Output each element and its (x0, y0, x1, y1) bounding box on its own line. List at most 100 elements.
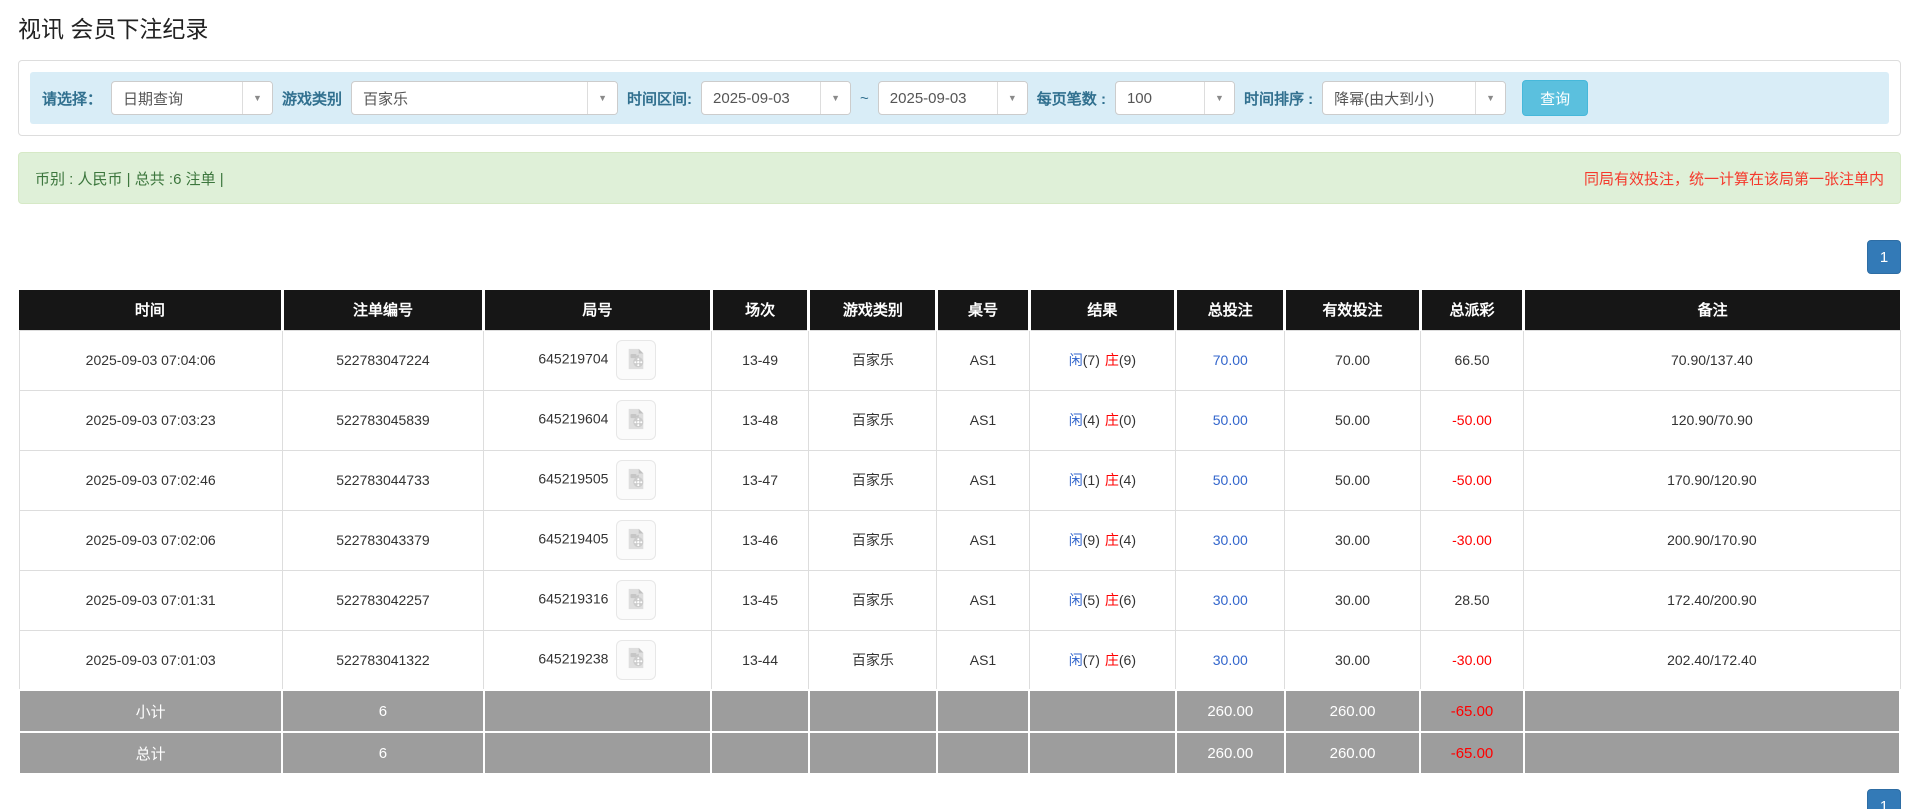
chevron-down-icon[interactable]: ▼ (587, 82, 618, 114)
result-cell: 闲(1) 庄(4) (1028, 449, 1177, 511)
total-bet-link[interactable]: 30.00 (1212, 592, 1248, 608)
video-file-icon (625, 588, 647, 613)
result-cell: 闲(7) 庄(9) (1028, 329, 1177, 391)
total-bet-link[interactable]: 30.00 (1212, 651, 1248, 668)
video-replay-button[interactable] (616, 520, 657, 560)
currency-total-text: 币别 : 人民币 | 总共 :6 注单 | (35, 170, 224, 188)
remark-cell: 120.90/70.90 (1523, 389, 1901, 451)
video-replay-button[interactable] (616, 460, 657, 500)
chevron-down-icon[interactable]: ▼ (820, 82, 851, 114)
table-no-cell: AS1 (936, 629, 1030, 691)
session-cell: 13-44 (710, 629, 810, 691)
player-result-label: 闲 (1068, 352, 1083, 368)
game-type-label: 游戏类别 (282, 90, 343, 108)
bet-id-cell: 522783043379 (281, 509, 485, 571)
video-replay-button[interactable] (616, 400, 657, 440)
pagination-page-1[interactable]: 1 (1867, 789, 1901, 809)
subtotal-count: 6 (281, 689, 485, 733)
video-replay-button[interactable] (616, 340, 657, 380)
page-size-select[interactable]: 100 ▼ (1114, 81, 1235, 115)
video-replay-button[interactable] (616, 580, 657, 620)
table-header-row: 时间 注单编号 局号 场次 游戏类别 桌号 结果 总投注 有效投注 总派彩 备注 (19, 290, 1900, 330)
bet-id-cell: 522783042257 (281, 569, 485, 631)
total-bet-link[interactable]: 70.00 (1212, 352, 1248, 368)
column-header: 结果 (1027, 290, 1176, 330)
video-file-icon (625, 647, 647, 672)
player-result-label: 闲 (1068, 651, 1083, 668)
remark-cell: 202.40/172.40 (1523, 629, 1901, 691)
time-sort-select[interactable]: 降幂(由大到小) ▼ (1322, 81, 1507, 115)
table-row: 2025-09-03 07:02:06 522783043379 6452194… (18, 509, 1901, 571)
game-type-cell: 百家乐 (808, 389, 938, 451)
column-header: 游戏类别 (807, 290, 937, 330)
chevron-down-icon[interactable]: ▼ (1475, 82, 1506, 114)
total-bet-link[interactable]: 50.00 (1212, 472, 1248, 488)
banker-result-label: 庄 (1104, 651, 1119, 668)
date-to-select[interactable]: 2025-09-03 ▼ (877, 81, 1028, 115)
banker-result-score: (4) (1118, 532, 1137, 548)
remark-cell: 200.90/170.90 (1523, 509, 1901, 571)
session-cell: 13-47 (710, 449, 810, 511)
valid-bet-cell: 30.00 (1284, 629, 1421, 691)
valid-bet-cell: 50.00 (1284, 389, 1421, 451)
payout-cell: -30.00 (1419, 629, 1525, 691)
result-cell: 闲(5) 庄(6) (1028, 569, 1177, 631)
search-button[interactable]: 查询 (1522, 80, 1589, 116)
time-sort-label: 时间排序 : (1243, 90, 1314, 108)
player-result-score: (7) (1082, 352, 1100, 368)
bet-records-table: 时间 注单编号 局号 场次 游戏类别 桌号 结果 总投注 有效投注 总派彩 备注 2025-09-0… (17, 290, 1902, 775)
total-bet-link[interactable]: 50.00 (1212, 412, 1248, 428)
total-label: 总计 (17, 731, 284, 775)
column-header: 总派彩 (1418, 290, 1524, 330)
player-result-label: 闲 (1068, 472, 1083, 488)
player-result-label: 闲 (1068, 412, 1083, 428)
filter-panel: 请选择： 日期查询 ▼ 游戏类别 百家乐 ▼ 时间区间: 2025-09-03 … (18, 60, 1901, 136)
subtotal-label: 小计 (17, 689, 284, 733)
table-no-cell: AS1 (936, 449, 1030, 511)
date-from-value: 2025-09-03 (713, 89, 790, 107)
pagination-top: 1 (18, 240, 1901, 274)
chevron-down-icon[interactable]: ▼ (1203, 82, 1234, 114)
chevron-down-icon[interactable]: ▼ (996, 82, 1027, 114)
date-from-select[interactable]: 2025-09-03 ▼ (701, 81, 852, 115)
round-cell: 645219604 (483, 389, 712, 451)
total-bet-cell: 30.00 (1175, 509, 1286, 571)
round-id: 645219405 (538, 530, 609, 547)
column-header: 备注 (1522, 290, 1900, 330)
table-row: 2025-09-03 07:01:03 522783041322 6452192… (18, 629, 1901, 691)
table-no-cell: AS1 (936, 509, 1030, 571)
time-cell: 2025-09-03 07:01:03 (18, 629, 283, 691)
game-type-value: 百家乐 (363, 90, 409, 108)
valid-bet-notice: 同局有效投注，统一计算在该局第一张注单内 (1583, 170, 1884, 188)
pagination-page-1[interactable]: 1 (1867, 240, 1901, 274)
round-id: 645219704 (538, 350, 609, 367)
summary-bar: 币别 : 人民币 | 总共 :6 注单 | 同局有效投注，统一计算在该局第一张注… (18, 152, 1901, 204)
game-type-cell: 百家乐 (808, 329, 938, 391)
banker-result-label: 庄 (1104, 592, 1119, 608)
subtotal-valid-bet: 260.00 (1283, 689, 1422, 733)
time-cell: 2025-09-03 07:03:23 (18, 389, 283, 451)
video-file-icon (625, 528, 647, 553)
total-bet-link[interactable]: 30.00 (1212, 532, 1248, 548)
column-header: 桌号 (935, 290, 1030, 330)
player-result-label: 闲 (1068, 532, 1083, 548)
valid-bet-cell: 30.00 (1284, 569, 1421, 631)
session-cell: 13-48 (710, 389, 810, 451)
session-cell: 13-46 (710, 509, 810, 571)
chevron-down-icon[interactable]: ▼ (242, 82, 273, 114)
round-cell: 645219405 (483, 509, 712, 571)
query-mode-value: 日期查询 (123, 90, 184, 108)
banker-result-score: (6) (1118, 592, 1137, 608)
table-header: 时间 注单编号 局号 场次 游戏类别 桌号 结果 总投注 有效投注 总派彩 备注 (19, 290, 1900, 330)
query-mode-select[interactable]: 日期查询 ▼ (111, 81, 274, 115)
subtotal-row: 小计 6 260.00 260.00 -65.00 (17, 689, 1902, 733)
game-type-cell: 百家乐 (808, 449, 938, 511)
payout-cell: -50.00 (1419, 389, 1525, 451)
table-no-cell: AS1 (936, 569, 1030, 631)
result-cell: 闲(9) 庄(4) (1028, 509, 1177, 571)
page-size-label: 每页笔数 : (1036, 90, 1106, 108)
valid-bet-cell: 50.00 (1284, 449, 1421, 511)
game-type-select[interactable]: 百家乐 ▼ (351, 81, 619, 115)
video-replay-button[interactable] (616, 639, 657, 680)
